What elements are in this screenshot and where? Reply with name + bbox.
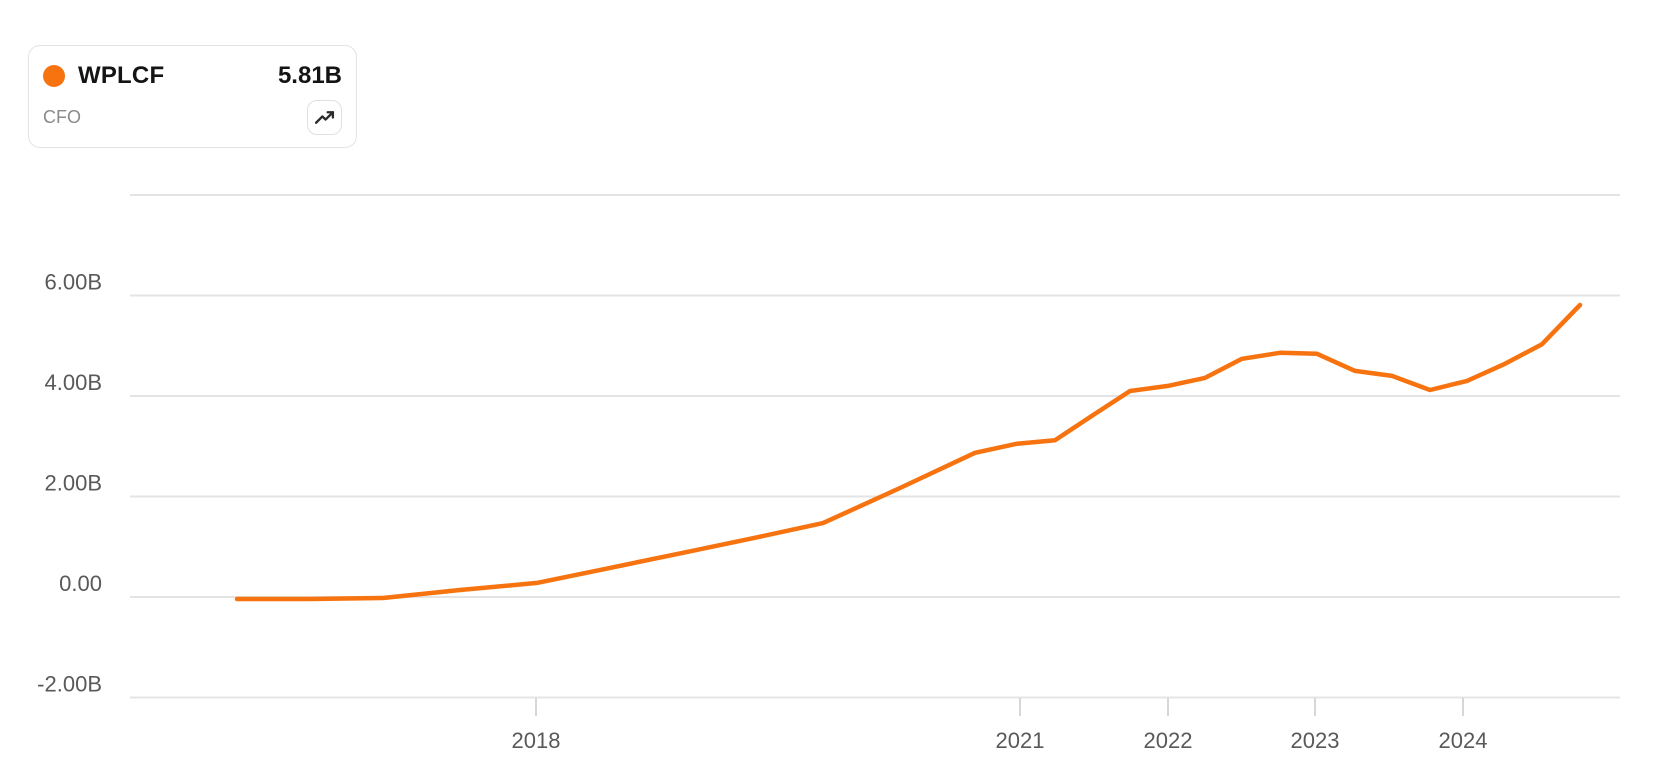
x-axis-label: 2023 — [1291, 728, 1340, 753]
legend-top-row: WPLCF 5.81B — [43, 62, 342, 90]
trend-chart-button[interactable] — [307, 100, 342, 135]
x-axis-label: 2018 — [512, 728, 561, 753]
metric-label: CFO — [43, 107, 81, 127]
x-axis-label: 2024 — [1439, 728, 1488, 753]
legend-card: WPLCF 5.81B CFO — [28, 45, 357, 148]
x-axis-label: 2022 — [1144, 728, 1193, 753]
series-color-dot — [43, 65, 65, 87]
series-line[interactable] — [234, 302, 1583, 602]
y-axis-label: 0.00 — [59, 571, 102, 596]
y-axis-label: 4.00B — [45, 370, 103, 395]
y-axis-label: 2.00B — [45, 471, 103, 496]
legend-bottom-row: CFO — [43, 100, 342, 135]
y-axis-label: -2.00B — [37, 672, 102, 697]
y-axis-label: 6.00B — [45, 270, 103, 295]
ticker-label: WPLCF — [78, 62, 165, 89]
x-axis-label: 2021 — [996, 728, 1045, 753]
series-value: 5.81B — [277, 62, 342, 89]
trending-up-icon — [314, 111, 335, 124]
